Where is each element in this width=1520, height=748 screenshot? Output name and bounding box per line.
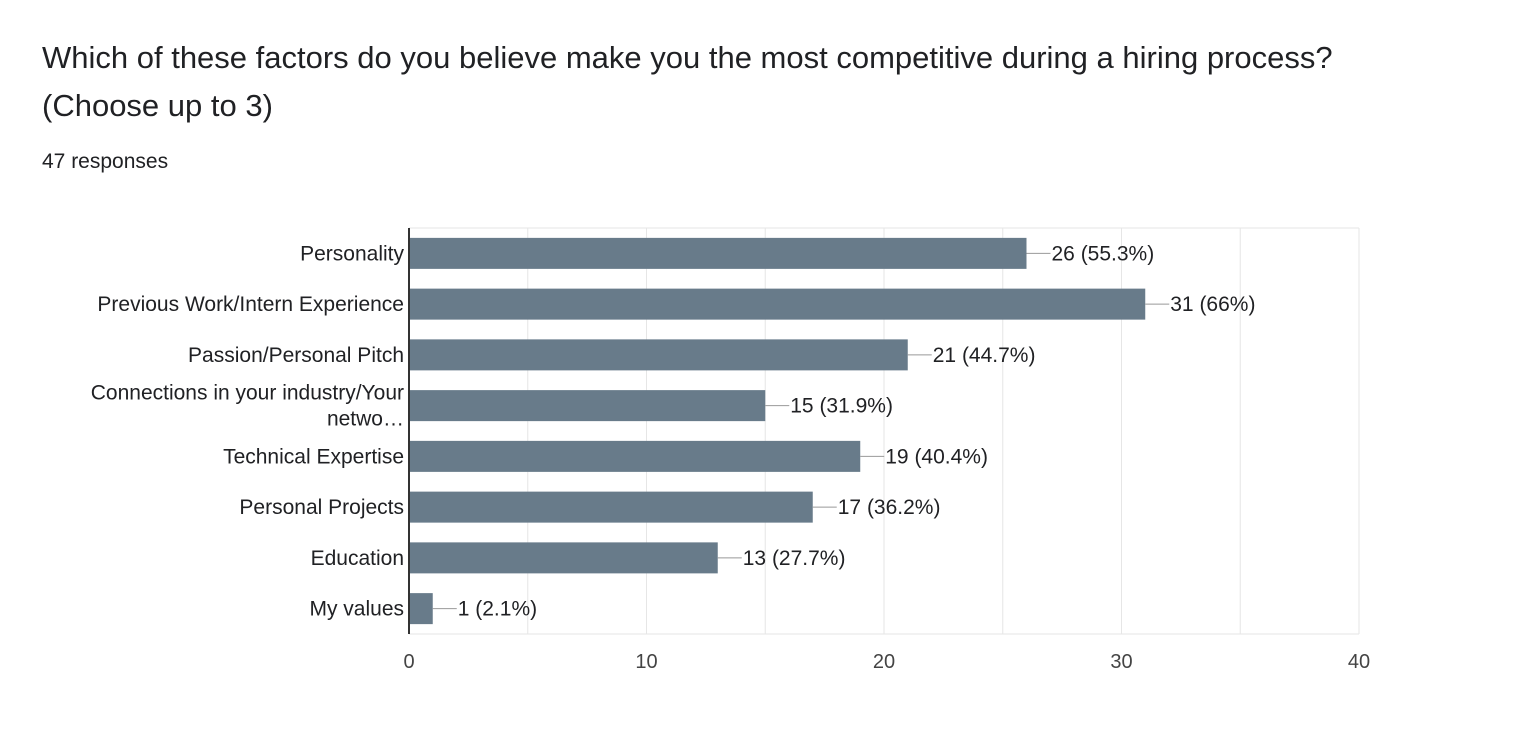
category-label: Technical Expertise [223, 445, 404, 468]
data-label: 1 (2.1%) [458, 598, 537, 621]
bar [410, 237, 1027, 269]
bar [410, 491, 813, 523]
category-label: Connections in your industry/Your [91, 382, 404, 405]
bar [410, 593, 433, 625]
bar [410, 339, 908, 371]
data-label: 31 (66%) [1170, 293, 1255, 316]
data-label: 15 (31.9%) [790, 395, 893, 418]
bar [410, 288, 1146, 320]
x-tick-label: 40 [1348, 651, 1370, 673]
x-tick-label: 20 [873, 651, 895, 673]
category-label: My values [309, 598, 404, 621]
x-tick-label: 0 [403, 651, 414, 673]
x-tick-label: 30 [1110, 651, 1132, 673]
category-label: netwo… [327, 408, 404, 431]
x-tick-label: 10 [635, 651, 657, 673]
question-title: Which of these factors do you believe ma… [42, 40, 1333, 123]
bar [410, 390, 766, 422]
category-label: Personal Projects [239, 496, 404, 519]
bar [410, 542, 718, 574]
category-label: Personality [300, 242, 404, 265]
data-label: 13 (27.7%) [743, 547, 846, 570]
bar [410, 440, 861, 472]
data-label: 17 (36.2%) [838, 496, 941, 519]
data-label: 21 (44.7%) [933, 344, 1036, 367]
data-label: 19 (40.4%) [885, 445, 988, 468]
response-count: 47 responses [42, 150, 169, 173]
data-label: 26 (55.3%) [1052, 242, 1155, 265]
category-label: Education [311, 547, 404, 570]
category-label: Passion/Personal Pitch [188, 344, 404, 367]
category-label: Previous Work/Intern Experience [97, 293, 404, 316]
